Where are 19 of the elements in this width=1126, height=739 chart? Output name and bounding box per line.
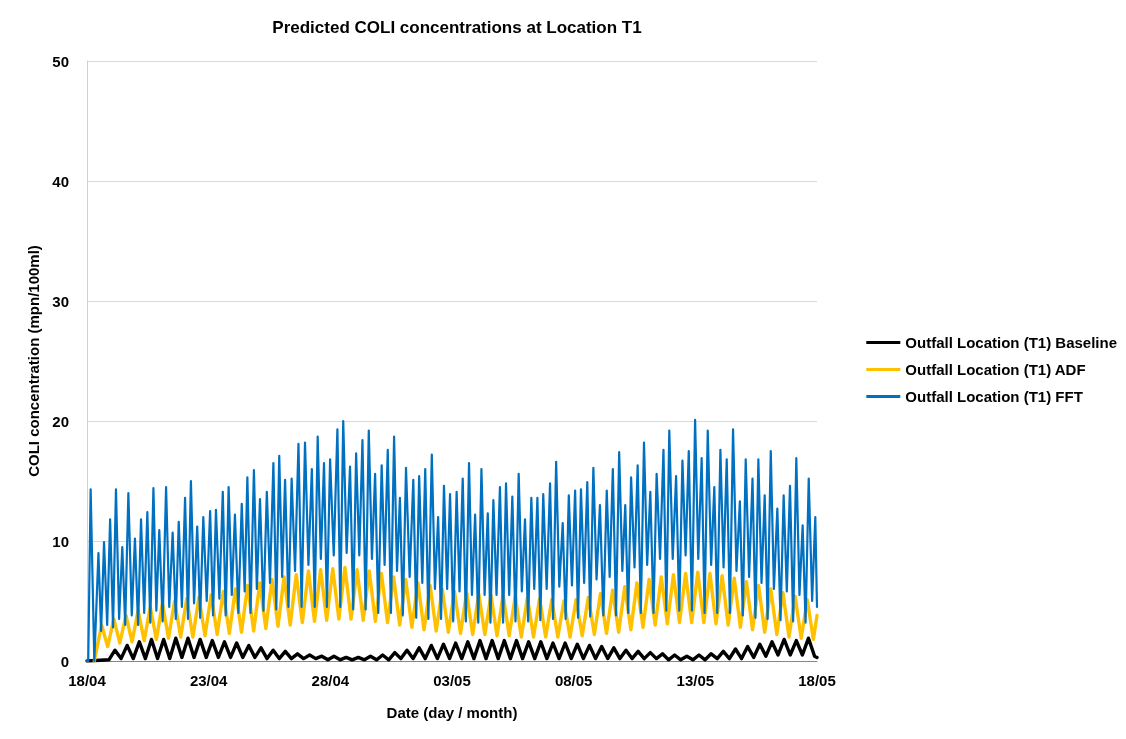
y-tick-label: 50: [52, 52, 69, 70]
y-tick-label: 40: [52, 172, 69, 190]
y-tick-label: 20: [52, 412, 69, 430]
chart-title: Predicted COLI concentrations at Location T1: [272, 18, 642, 37]
y-tick-label: 0: [60, 652, 69, 670]
y-axis-title: COLI concentration (mpn/100ml): [25, 245, 42, 477]
x-axis-title: Date (day / month): [386, 704, 518, 721]
legend-label: Outfall Location (T1) Baseline: [905, 334, 1118, 351]
x-tick-label: 08/05: [554, 672, 593, 689]
legend-label: Outfall Location (T1) ADF: [905, 361, 1086, 378]
x-tick-label: 03/05: [433, 672, 471, 689]
y-tick-label: 10: [52, 532, 69, 550]
x-tick-label: 18/05: [798, 672, 836, 689]
x-tick-label: 18/04: [68, 672, 107, 689]
y-tick-label: 30: [52, 292, 69, 310]
x-tick-label: 23/04: [189, 672, 229, 689]
x-tick-label: 13/05: [676, 672, 715, 689]
legend-label: Outfall Location (T1) FFT: [905, 388, 1083, 405]
x-tick-label: 28/04: [311, 672, 350, 689]
